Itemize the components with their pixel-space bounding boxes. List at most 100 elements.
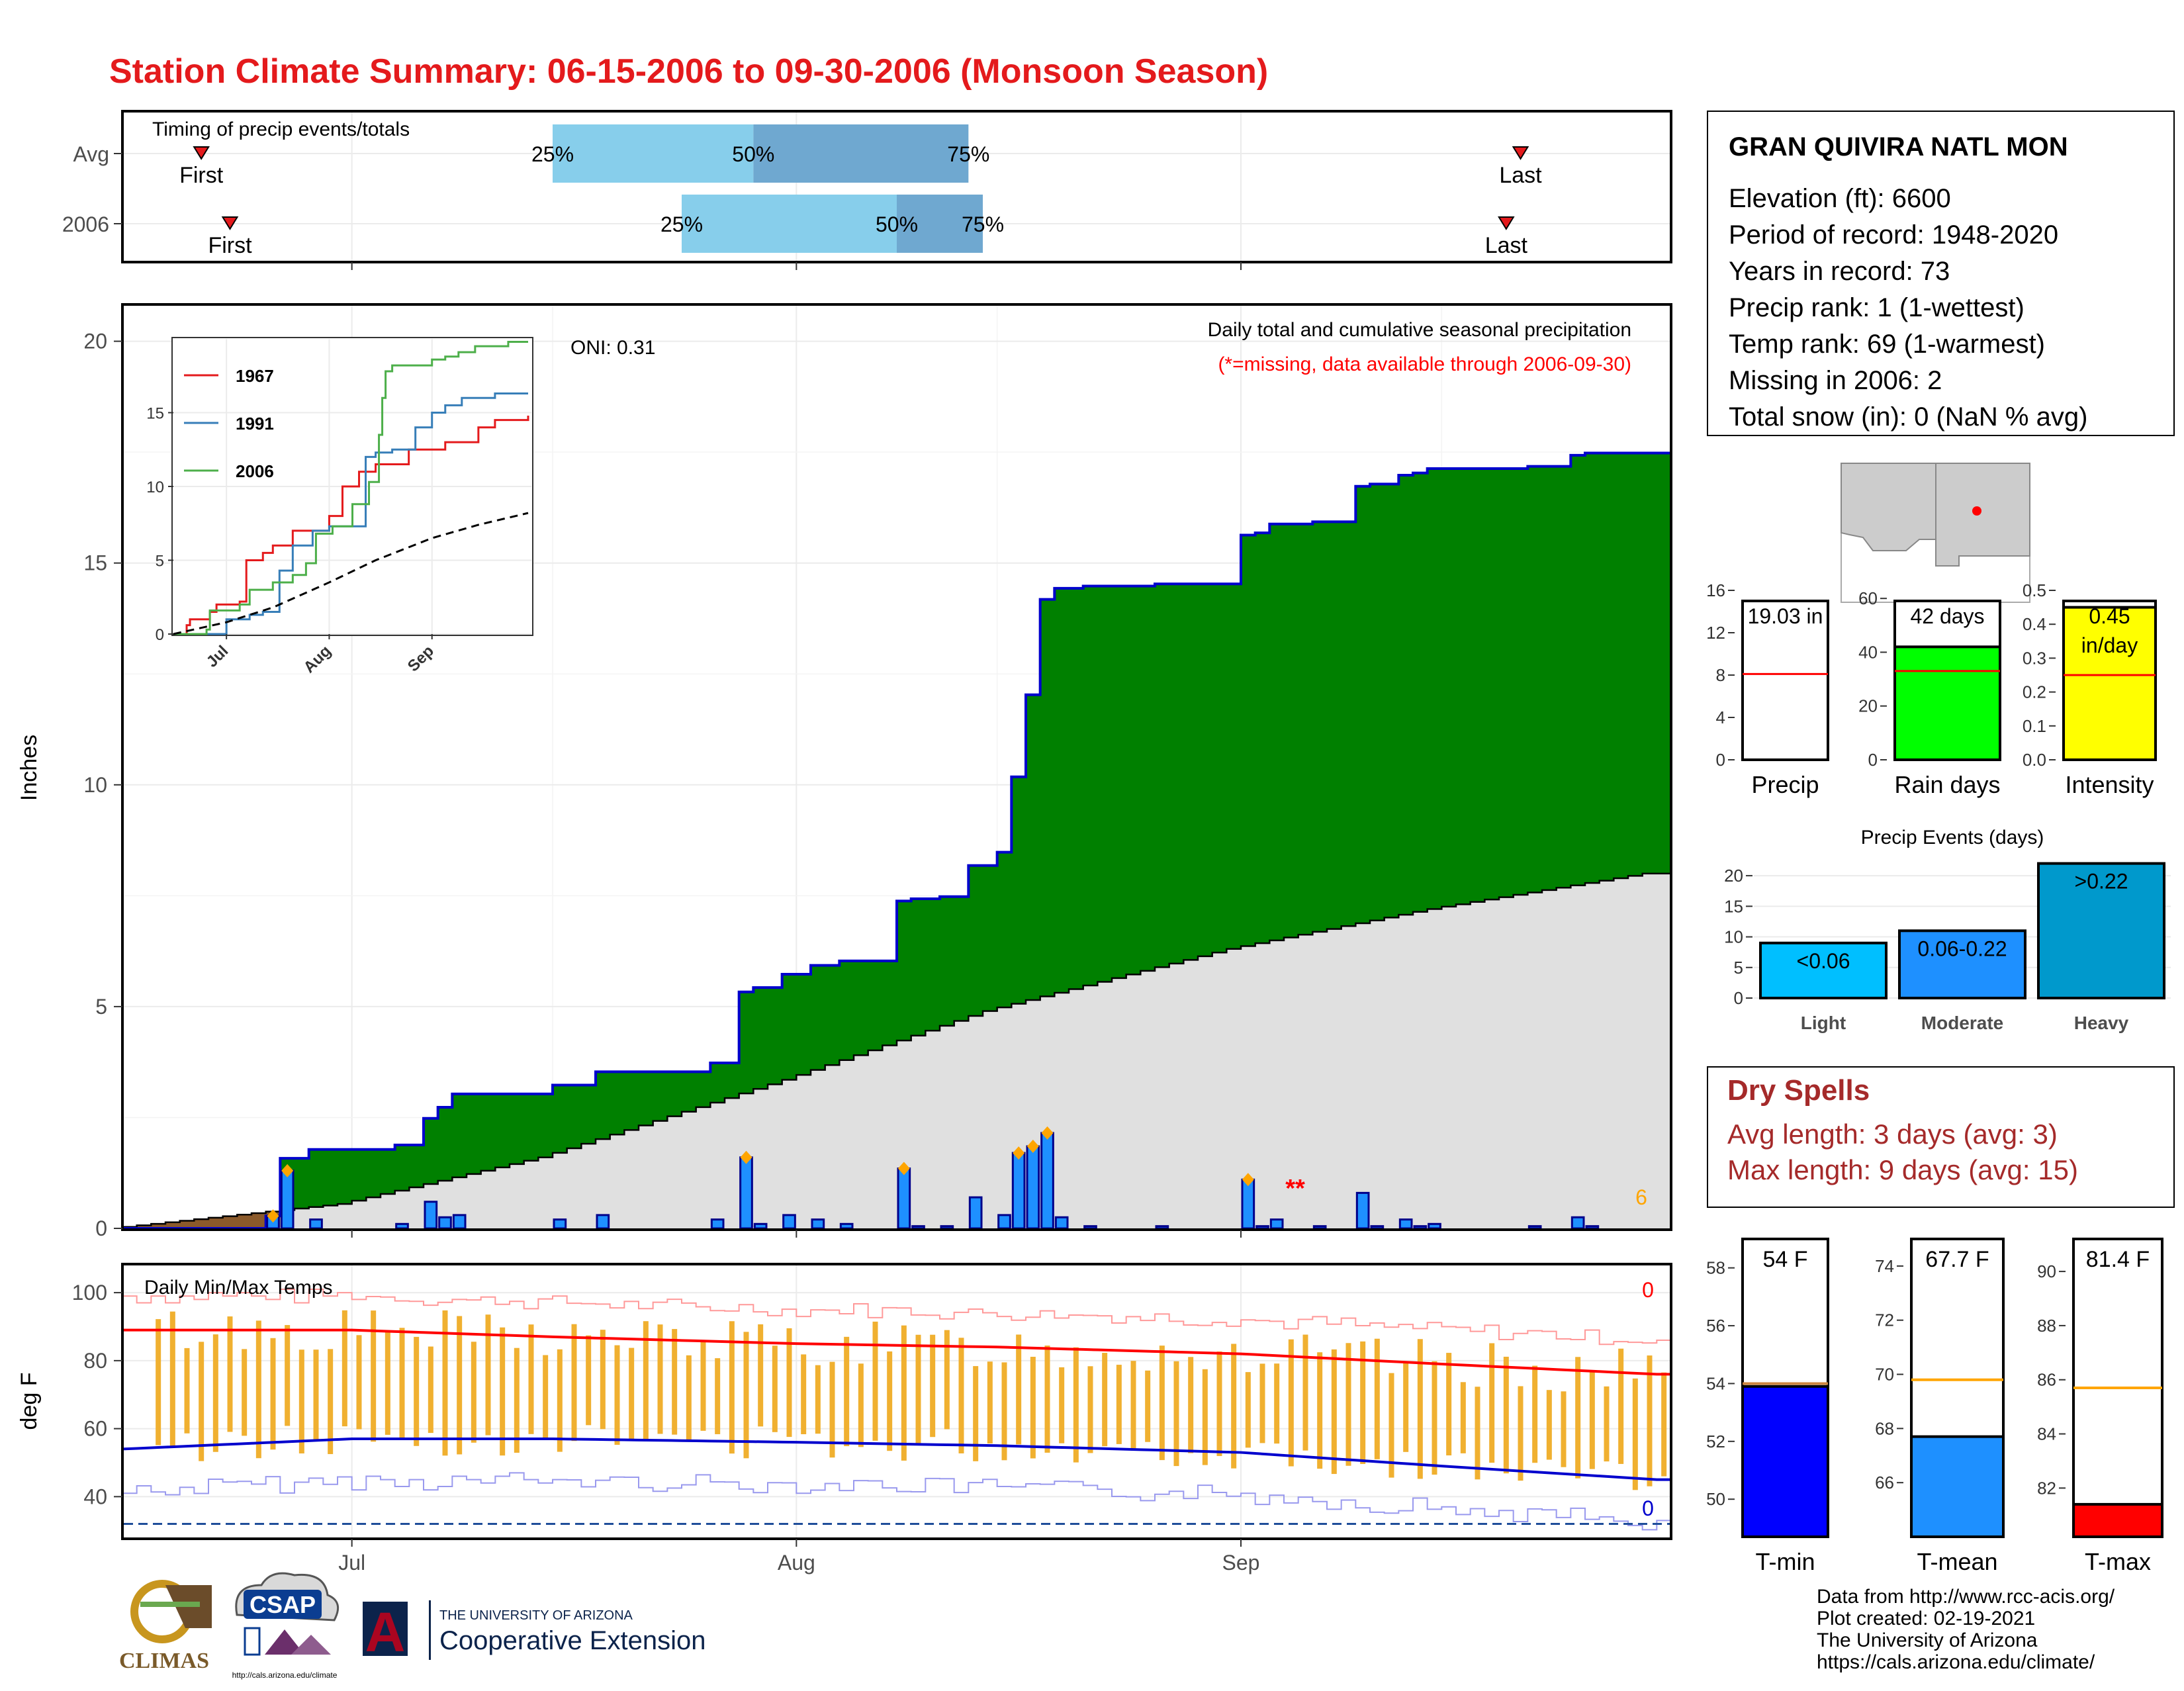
daily-precip-bar	[940, 1225, 954, 1230]
temp-summary-ytick: 66	[1875, 1473, 1894, 1492]
station-info-line: Precip rank: 1 (1-wettest)	[1729, 293, 2025, 322]
daily-temp-bar	[1561, 1391, 1567, 1467]
footer: Data from http://www.rcc-acis.org/Plot c…	[119, 1572, 2115, 1680]
daily-temp-bar	[743, 1332, 749, 1459]
daily-temp-bar	[1546, 1390, 1552, 1460]
daily-temp-bar	[1618, 1348, 1624, 1464]
daily-temp-bar	[1245, 1372, 1251, 1448]
daily-precip-bar	[280, 1169, 295, 1230]
daily-temp-bar	[1475, 1387, 1480, 1480]
daily-temp-bar	[1575, 1357, 1581, 1479]
daily-precip-bar	[1241, 1178, 1255, 1230]
daily-temp-bar	[729, 1321, 735, 1454]
temp-summary-ytick: 74	[1875, 1256, 1894, 1276]
daily-temp-bar	[1360, 1341, 1366, 1464]
daily-precip-bar	[1255, 1225, 1269, 1230]
main-ylabel: Inches	[17, 735, 42, 801]
station-info-line: Elevation (ft): 6600	[1729, 184, 1951, 213]
daily-temp-bar	[1216, 1351, 1222, 1456]
main-subtitle: Daily total and cumulative seasonal prec…	[1208, 319, 1631, 341]
daily-temp-bar	[457, 1316, 463, 1455]
timing-first-label: First	[208, 233, 252, 258]
daily-precip-bar	[424, 1201, 438, 1230]
events-ytick: 15	[1724, 896, 1743, 916]
daily-temp-bar	[643, 1321, 649, 1441]
precip-summary-ytick: 0.5	[2023, 580, 2046, 600]
heavy-day-marker	[267, 1209, 279, 1223]
precip-summary-ytick: 0	[1716, 750, 1725, 770]
cumulative-precip-line	[122, 451, 1671, 1230]
daily-temp-bar	[944, 1330, 950, 1430]
inset-ytick-label: 10	[146, 479, 164, 496]
daily-temp-bar	[586, 1335, 592, 1426]
timing-label: Timing of precip events/totals	[152, 118, 410, 140]
daily-temp-bar	[801, 1354, 807, 1435]
average-cumulative-line	[122, 872, 1671, 1228]
daily-temp-bar	[987, 1361, 993, 1444]
daily-temp-bar	[772, 1346, 778, 1432]
heavy-day-marker	[281, 1164, 294, 1177]
daily-temp-bar	[371, 1310, 377, 1442]
ua-bottom-text: Cooperative Extension	[439, 1626, 705, 1655]
daily-temp-bar	[571, 1324, 577, 1441]
daily-temp-bar	[1460, 1382, 1466, 1453]
station-name: GRAN QUIVIRA NATL MON	[1729, 132, 2068, 161]
average-max-line	[122, 1328, 1671, 1376]
temp-summary-ytick: 84	[2037, 1424, 2056, 1444]
timing-first-marker	[221, 216, 239, 230]
daily-precip-bar	[1011, 1152, 1026, 1230]
daily-temp-bar	[1145, 1370, 1151, 1442]
inset-ytick-label: 15	[146, 405, 164, 423]
daily-temp-bar	[600, 1330, 606, 1430]
daily-temp-bar	[1403, 1363, 1409, 1452]
station-info-line: Total snow (in): 0 (NaN % avg)	[1729, 402, 2087, 432]
daily-temp-bar	[1661, 1372, 1667, 1477]
daily-temp-bar	[1188, 1357, 1194, 1453]
daily-precip-bar	[1370, 1225, 1385, 1230]
daily-precip-bar	[897, 1167, 911, 1230]
events-category-label: Heavy	[2074, 1013, 2129, 1033]
temp-ytick-label: 60	[83, 1417, 107, 1441]
temp-summary-ytick: 50	[1706, 1489, 1725, 1509]
timing-q50-label: 50%	[876, 212, 918, 236]
timing-last-label: Last	[1485, 233, 1528, 258]
daily-temp-bar	[557, 1349, 563, 1452]
inset-series-2006	[173, 340, 528, 635]
daily-temp-bar	[227, 1316, 233, 1432]
precip-summary-ytick: 60	[1858, 588, 1878, 608]
daily-temp-bar	[471, 1342, 477, 1443]
temp-label: Daily Min/Max Temps	[144, 1277, 333, 1299]
missing-marker: **	[1285, 1175, 1305, 1203]
daily-temp-bar	[829, 1361, 835, 1458]
daily-temp-bar	[1087, 1366, 1093, 1453]
daily-precip-bar	[1527, 1225, 1542, 1230]
daily-temp-bar	[428, 1346, 433, 1434]
inset-legend-label: 1967	[236, 366, 274, 386]
precip-summary-bar	[1893, 645, 2001, 761]
daily-temp-bar	[686, 1355, 692, 1441]
climas-logo: CLIMAS	[119, 1580, 212, 1673]
csap-logo-text: CSAP	[250, 1591, 316, 1618]
daily-precip-bar	[596, 1214, 610, 1230]
daily-temp-bar	[858, 1363, 864, 1447]
events-ytick: 10	[1724, 927, 1743, 947]
precip-summary-name: Intensity	[2065, 771, 2154, 798]
daily-precip-bar	[438, 1216, 452, 1230]
daily-temp-bar	[1116, 1365, 1122, 1444]
daily-precip-bar	[1570, 1216, 1585, 1230]
daily-temp-bar	[1059, 1367, 1065, 1443]
footer-line: https://cals.arizona.edu/climate/	[1817, 1651, 2095, 1673]
station-info-box: GRAN QUIVIRA NATL MON Elevation (ft): 66…	[1707, 111, 2175, 436]
precip-summary-ytick: 0.1	[2023, 716, 2046, 736]
daily-precip-bar	[710, 1218, 725, 1230]
precip-summary-bar	[2062, 606, 2157, 761]
main-ytick-label: 20	[83, 330, 107, 353]
temp-summary-ytick: 58	[1706, 1258, 1725, 1278]
precip-summary-ytick: 0.0	[2023, 750, 2046, 770]
station-location-map	[1841, 463, 2030, 603]
daily-temp-bar	[1417, 1339, 1423, 1479]
daily-precip-bar	[739, 1156, 753, 1230]
daily-precip-bar	[1312, 1225, 1327, 1230]
